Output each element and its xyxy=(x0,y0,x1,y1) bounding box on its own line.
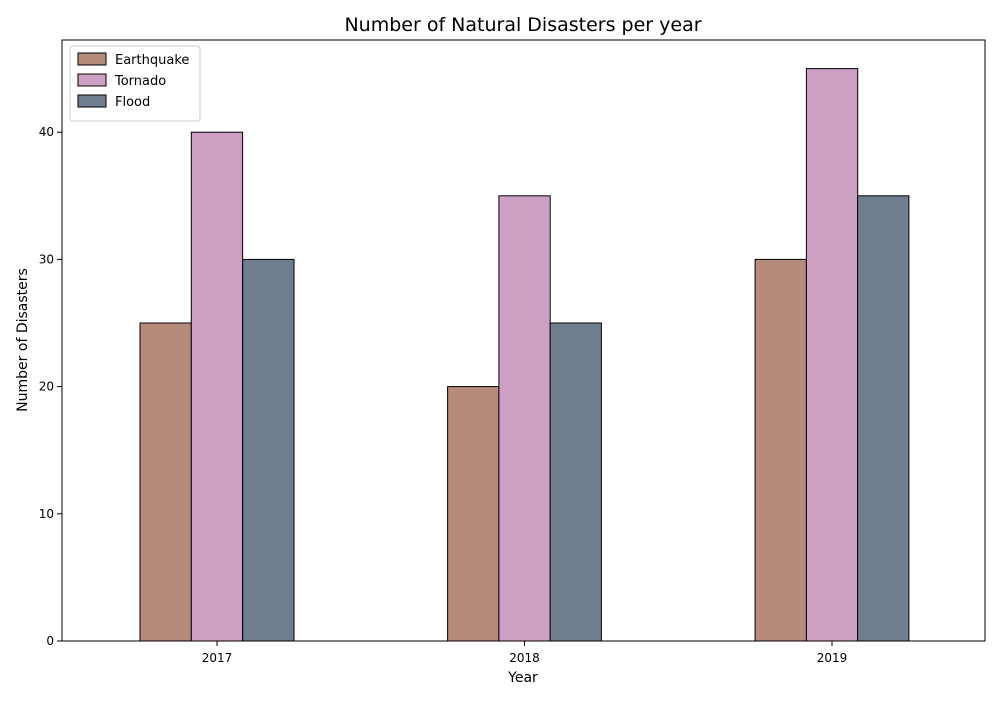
bar-earthquake-2019 xyxy=(754,258,807,642)
chart-title: Number of Natural Disasters per year xyxy=(344,14,701,36)
bar-flood-2019 xyxy=(857,195,910,642)
x-tick-label: 2017 xyxy=(202,651,233,665)
bar-earthquake-2018 xyxy=(447,386,500,642)
bar-tornado-2019 xyxy=(805,68,859,642)
legend-label-tornado: Tornado xyxy=(114,74,166,89)
bar-flood-2017 xyxy=(242,258,295,642)
bar-tornado-2017 xyxy=(190,131,244,642)
legend-swatch-earthquake xyxy=(77,52,107,66)
legend-swatch-flood xyxy=(77,94,107,108)
bar-flood-2018 xyxy=(549,322,602,642)
x-tick-label: 2019 xyxy=(817,651,848,665)
legend: Earthquake Tornado Flood xyxy=(69,45,201,122)
legend-label-flood: Flood xyxy=(115,95,150,110)
plot-frame xyxy=(61,39,986,642)
x-tick-label: 2018 xyxy=(509,651,540,665)
y-tick-label: 20 xyxy=(39,380,54,394)
bar-tornado-2018 xyxy=(498,195,551,642)
y-tick-label: 10 xyxy=(39,507,54,521)
bar-earthquake-2017 xyxy=(139,322,192,642)
x-axis-label: Year xyxy=(507,670,538,686)
y-axis-label: Number of Disasters xyxy=(15,268,31,412)
legend-swatch-tornado xyxy=(77,73,107,87)
y-tick-label: 30 xyxy=(39,252,54,266)
legend-label-earthquake: Earthquake xyxy=(115,53,189,68)
y-tick-label: 40 xyxy=(39,125,54,139)
y-tick-label: 0 xyxy=(46,634,54,648)
plot-area: 0 10 20 30 40 2017 2018 2019 xyxy=(39,68,910,665)
